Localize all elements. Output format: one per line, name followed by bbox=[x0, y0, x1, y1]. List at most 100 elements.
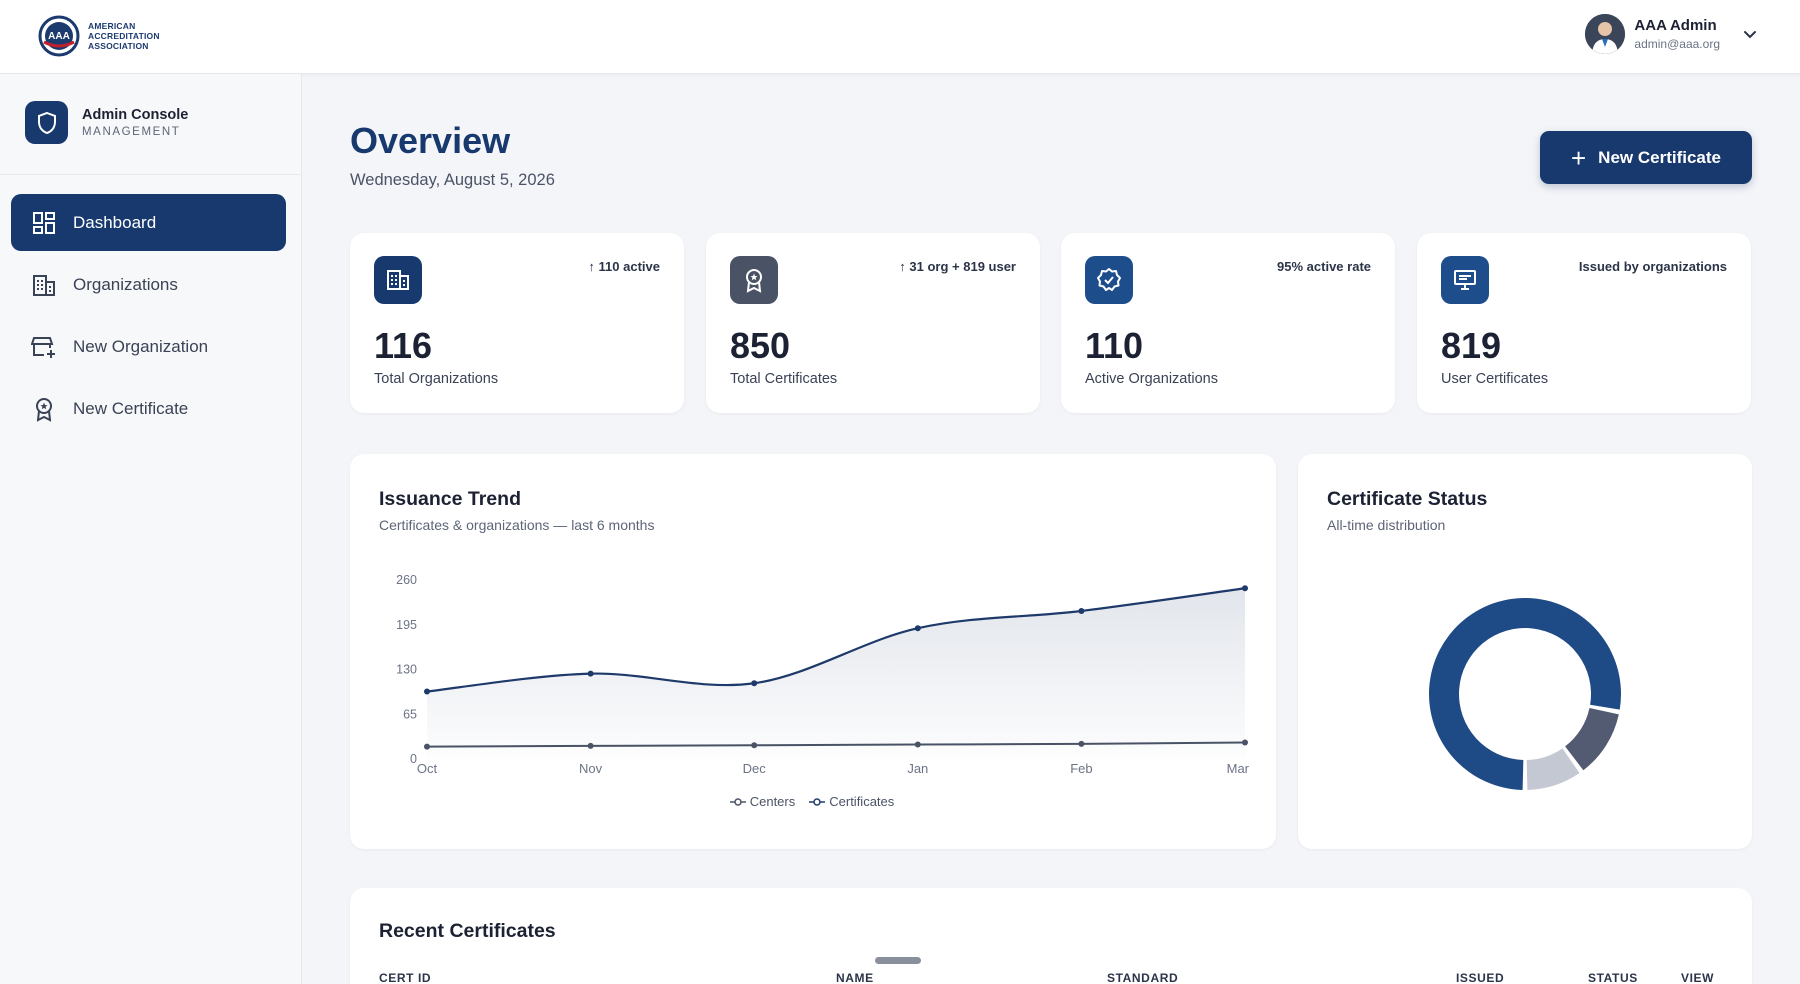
plus-icon: + bbox=[1570, 142, 1587, 173]
sidebar-item-label: Organizations bbox=[73, 274, 178, 294]
panel-title: Recent Certificates bbox=[379, 920, 556, 942]
y-tick-label: 260 bbox=[396, 573, 417, 587]
user-email: admin@aaa.org bbox=[1634, 37, 1720, 51]
donut-slice-1[interactable] bbox=[1565, 707, 1619, 771]
data-point-centers bbox=[587, 742, 594, 749]
top-bar: AAA AMERICAN ACCREDITATION ASSOCIATION A… bbox=[0, 0, 1800, 74]
stat-meta: Issued by organizations bbox=[1578, 259, 1727, 274]
stat-value: 116 bbox=[374, 325, 433, 366]
aaa-seal-icon: AAA bbox=[38, 15, 80, 57]
stat-label: User Certificates bbox=[1441, 371, 1549, 387]
new-certificate-label: New Certificate bbox=[1598, 147, 1721, 167]
award-icon bbox=[730, 256, 778, 304]
scroll-indicator[interactable] bbox=[875, 957, 921, 964]
page-date: Wednesday, August 5, 2026 bbox=[350, 171, 555, 189]
dashboard-icon bbox=[33, 211, 55, 234]
column-header-standard[interactable]: STANDARD bbox=[1107, 971, 1179, 984]
monitor-icon bbox=[1441, 256, 1489, 304]
sidebar-item-organizations[interactable]: Organizations bbox=[11, 256, 286, 313]
stat-card-active-organizations: 95% active rate 110 Active Organizations bbox=[1061, 233, 1395, 413]
y-tick-label: 0 bbox=[410, 752, 417, 766]
stat-card-total-certificates: ↑ 31 org + 819 user 850 Total Certificat… bbox=[706, 233, 1040, 413]
series-line-certificates bbox=[426, 587, 1246, 693]
sidebar-item-label: New Certificate bbox=[73, 398, 189, 418]
building-icon bbox=[33, 274, 55, 296]
stat-value: 110 bbox=[1085, 325, 1144, 366]
donut-slice-0[interactable] bbox=[1429, 598, 1621, 790]
sidebar-item-new-certificate[interactable]: New Certificate bbox=[11, 380, 286, 437]
user-info: AAA Admin admin@aaa.org bbox=[1634, 17, 1720, 51]
svg-text:AAA: AAA bbox=[48, 31, 70, 42]
brand-logo[interactable]: AAA AMERICAN ACCREDITATION ASSOCIATION bbox=[38, 14, 160, 58]
y-tick-label: 130 bbox=[396, 663, 417, 677]
panel-title: Certificate Status bbox=[1327, 488, 1488, 510]
data-point-centers bbox=[424, 743, 430, 750]
arrow-up-icon: ↑ bbox=[588, 259, 599, 274]
stat-meta: 95% active rate bbox=[1277, 259, 1371, 274]
sidebar-item-label: New Organization bbox=[73, 336, 209, 356]
stat-meta: ↑ 110 active bbox=[588, 259, 660, 274]
column-header-view[interactable]: VIEW bbox=[1681, 971, 1715, 984]
chart-legend: Centers Certificates bbox=[350, 794, 1274, 809]
sidebar-item-dashboard[interactable]: Dashboard bbox=[11, 194, 286, 251]
data-point-certificates bbox=[751, 680, 758, 687]
store-add-icon bbox=[31, 336, 55, 358]
user-menu[interactable]: AAA Admin admin@aaa.org bbox=[1585, 14, 1760, 54]
data-point-centers bbox=[1078, 740, 1085, 747]
building-icon bbox=[374, 256, 422, 304]
award-icon bbox=[36, 397, 52, 422]
avatar bbox=[1585, 14, 1626, 54]
legend-item-certificates[interactable]: Certificates bbox=[809, 794, 894, 809]
legend-line-icon bbox=[729, 797, 746, 806]
new-certificate-button[interactable]: + New Certificate bbox=[1540, 131, 1752, 184]
stat-card-total-organizations: ↑ 110 active 116 Total Organizations bbox=[350, 233, 684, 413]
series-line-centers bbox=[426, 741, 1246, 748]
data-point-centers bbox=[914, 741, 921, 748]
data-point-centers bbox=[751, 742, 758, 749]
recent-certificates-panel: Recent Certificates bbox=[350, 888, 1752, 984]
column-header-status[interactable]: STATUS bbox=[1588, 971, 1638, 984]
x-tick-label: Jan bbox=[907, 761, 928, 776]
divider bbox=[0, 174, 301, 175]
certificate-status-donut bbox=[1429, 598, 1621, 790]
sidebar-item-new-organization[interactable]: New Organization bbox=[11, 318, 286, 375]
data-point-certificates bbox=[424, 688, 430, 695]
x-tick-label: Mar bbox=[1227, 761, 1250, 776]
stat-label: Total Certificates bbox=[730, 371, 838, 387]
stat-card-user-certificates: Issued by organizations 819 User Certifi… bbox=[1417, 233, 1751, 413]
column-header-cert-id[interactable]: CERT ID bbox=[379, 971, 432, 984]
stat-label: Active Organizations bbox=[1085, 371, 1218, 387]
data-point-centers bbox=[1242, 739, 1248, 746]
console-header: Admin Console MANAGEMENT bbox=[25, 101, 188, 144]
console-subtitle: MANAGEMENT bbox=[82, 126, 181, 138]
x-tick-label: Dec bbox=[743, 761, 767, 776]
series-area-certificates bbox=[427, 588, 1245, 759]
sidebar: Admin Console MANAGEMENT Dashboard Organ… bbox=[0, 74, 302, 984]
column-header-name[interactable]: NAME bbox=[836, 971, 874, 984]
stat-label: Total Organizations bbox=[374, 371, 499, 387]
user-name: AAA Admin bbox=[1634, 17, 1717, 34]
x-tick-label: Nov bbox=[579, 761, 603, 776]
column-header-issued[interactable]: ISSUED bbox=[1456, 971, 1505, 984]
stat-meta: ↑ 31 org + 819 user bbox=[899, 259, 1016, 274]
legend-line-icon bbox=[809, 797, 826, 806]
y-tick-label: 195 bbox=[396, 618, 417, 632]
legend-label: Certificates bbox=[829, 794, 895, 809]
y-tick-label: 65 bbox=[403, 707, 417, 721]
shield-icon bbox=[25, 101, 68, 144]
arrow-up-icon: ↑ bbox=[899, 259, 910, 274]
data-point-certificates bbox=[1078, 607, 1085, 614]
data-point-certificates bbox=[1242, 585, 1248, 592]
legend-label: Centers bbox=[749, 794, 796, 809]
x-tick-label: Oct bbox=[417, 761, 438, 776]
panel-title: Issuance Trend bbox=[379, 488, 521, 510]
logo-wordmark: AMERICAN ACCREDITATION ASSOCIATION bbox=[88, 21, 160, 51]
stat-value: 850 bbox=[730, 325, 791, 366]
certificate-status-panel: Certificate Status All-time distribution bbox=[1298, 454, 1752, 849]
legend-item-centers[interactable]: Centers bbox=[729, 794, 796, 809]
x-tick-label: Feb bbox=[1070, 761, 1092, 776]
donut-slice-2[interactable] bbox=[1526, 748, 1580, 790]
page-title: Overview bbox=[350, 120, 511, 161]
console-title: Admin Console bbox=[82, 107, 189, 123]
chevron-down-icon[interactable] bbox=[1740, 24, 1760, 44]
